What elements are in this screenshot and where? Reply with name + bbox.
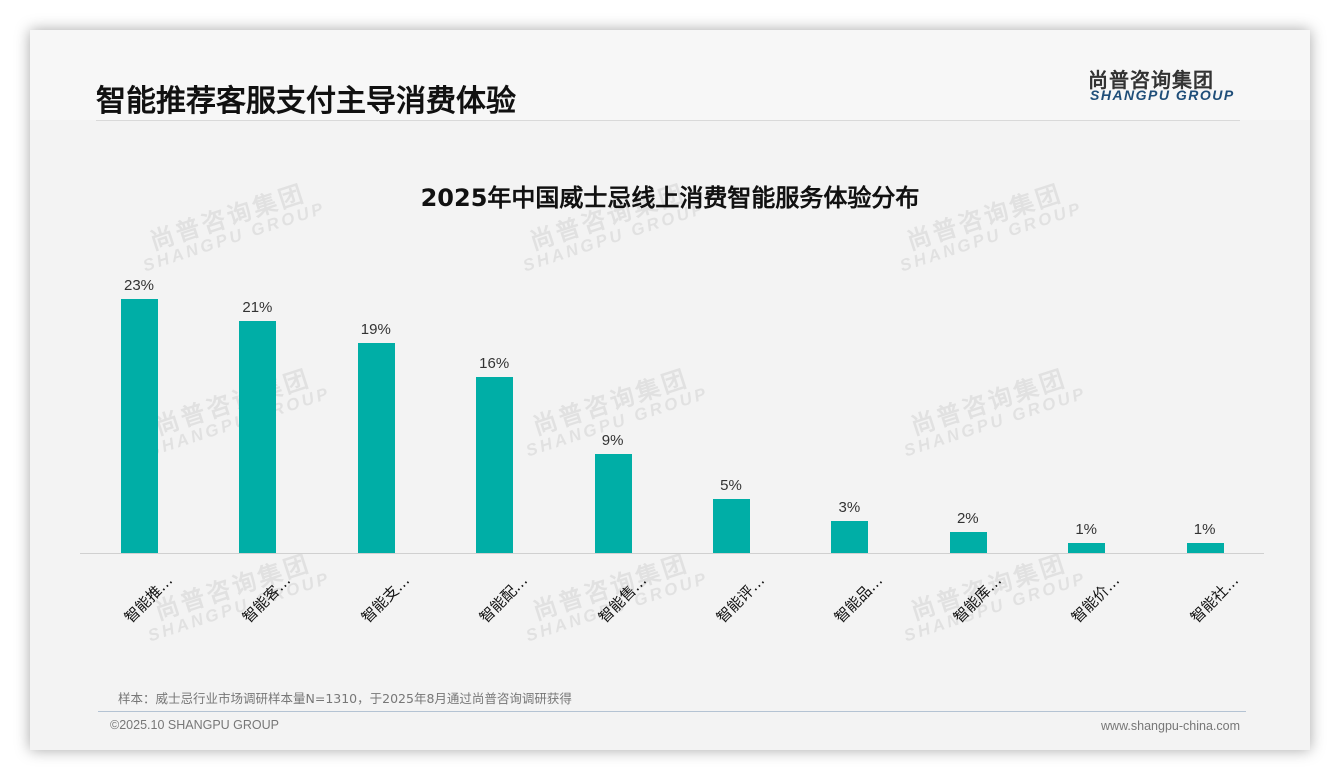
bar xyxy=(121,299,158,554)
bar xyxy=(713,498,750,554)
bar-group: 19% xyxy=(317,260,435,554)
x-axis-line xyxy=(80,553,1264,554)
x-axis-category-label: 智能客… xyxy=(239,571,295,627)
x-axis-category-label: 智能库… xyxy=(949,571,1005,627)
bar xyxy=(476,376,514,554)
bar-value-label: 2% xyxy=(956,509,979,527)
x-axis-category-label: 智能社… xyxy=(1186,571,1242,627)
logo-chinese: 尚普咨询集团 xyxy=(1088,68,1214,92)
logo-english: SHANGPU GROUP xyxy=(1090,87,1235,103)
bar xyxy=(831,520,869,554)
x-axis-category-label: 智能配… xyxy=(476,571,532,627)
x-axis-category-label: 智能评… xyxy=(712,571,769,627)
bar xyxy=(239,321,277,554)
bar-group: 3% xyxy=(790,260,908,554)
bar-group: 21% xyxy=(198,260,316,554)
bar-value-label: 23% xyxy=(123,277,155,294)
website-link: www.shangpu-china.com xyxy=(1101,719,1240,733)
bar-value-label: 5% xyxy=(720,476,742,494)
bar-value-label: 1% xyxy=(1075,520,1098,538)
bar-group: 9% xyxy=(554,260,672,554)
watermark: 尚普咨询集团 SHANGPU GROUP xyxy=(145,549,334,646)
x-axis-category-label: 智能支… xyxy=(357,571,413,627)
bar-group: 16% xyxy=(435,260,553,554)
bar xyxy=(1186,542,1224,554)
sample-note: 样本：威士忌行业市场调研样本量N=1310，于2025年8月通过尚普咨询调研获得 xyxy=(118,691,572,706)
bar-group: 1% xyxy=(1146,260,1264,554)
bar xyxy=(357,343,395,554)
bar-value-label: 16% xyxy=(479,354,510,372)
title-divider xyxy=(96,120,1240,121)
bar-group: 1% xyxy=(1027,260,1145,554)
bar-value-label: 3% xyxy=(838,498,861,516)
bar xyxy=(1068,542,1106,554)
x-axis-category-label: 智能推… xyxy=(120,571,177,627)
page-title: 智能推荐客服支付主导消费体验 xyxy=(96,84,516,119)
bar-group: 5% xyxy=(672,260,790,554)
slide: 智能推荐客服支付主导消费体验 尚普咨询集团 SHANGPU GROUP 尚普咨询… xyxy=(30,30,1310,750)
x-axis-category-label: 智能价… xyxy=(1068,571,1124,627)
bar-chart-plot: 23% 21% 19% 16% 9% 5% 3% 2% 1% 1% xyxy=(80,260,1264,554)
bar-value-label: 1% xyxy=(1193,520,1216,538)
x-axis-category-label: 智能品… xyxy=(831,571,887,627)
bar-group: 2% xyxy=(909,260,1027,554)
bar xyxy=(949,531,987,554)
bar-value-label: 9% xyxy=(601,432,624,450)
copyright: ©2025.10 SHANGPU GROUP xyxy=(110,718,279,732)
chart-title: 2025年中国威士忌线上消费智能服务体验分布 xyxy=(420,184,920,212)
bar-value-label: 21% xyxy=(242,299,273,317)
bar-group: 23% xyxy=(80,260,198,554)
footer-divider xyxy=(98,711,1246,712)
x-axis-category-label: 智能售… xyxy=(594,571,650,627)
bar-value-label: 19% xyxy=(360,321,391,339)
header-band xyxy=(30,30,1310,120)
bar xyxy=(594,454,632,554)
